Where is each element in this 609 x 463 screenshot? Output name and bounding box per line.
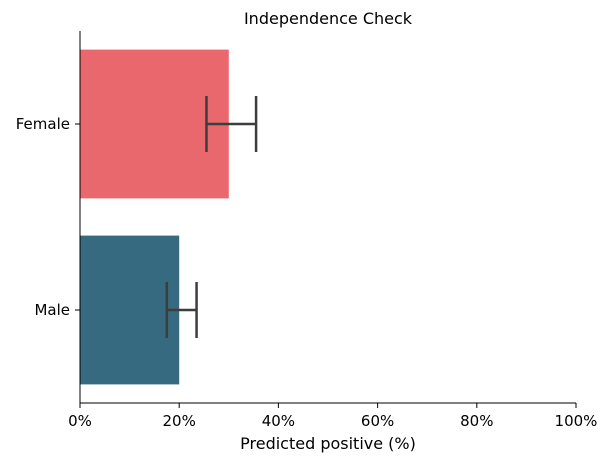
y-tick-label-male: Male: [34, 301, 70, 319]
x-tick-label-60: 60%: [361, 412, 394, 430]
bar-male: [80, 235, 180, 385]
x-tick-label-0: 0%: [68, 412, 92, 430]
x-axis-label: Predicted positive (%): [240, 434, 416, 453]
error-bars-layer: [165, 96, 258, 338]
x-tick-label-80: 80%: [460, 412, 493, 430]
x-tick-label-40: 40%: [262, 412, 295, 430]
x-tick-label-20: 20%: [163, 412, 196, 430]
y-tick-label-female: Female: [16, 115, 70, 133]
x-axis: 0% 20% 40% 60% 80% 100%: [68, 402, 598, 430]
chart-title: Independence Check: [244, 9, 413, 28]
bars-layer: [80, 49, 229, 385]
bar-female: [80, 49, 229, 199]
y-axis: Female Male: [16, 31, 81, 403]
x-tick-label-100: 100%: [555, 412, 598, 430]
